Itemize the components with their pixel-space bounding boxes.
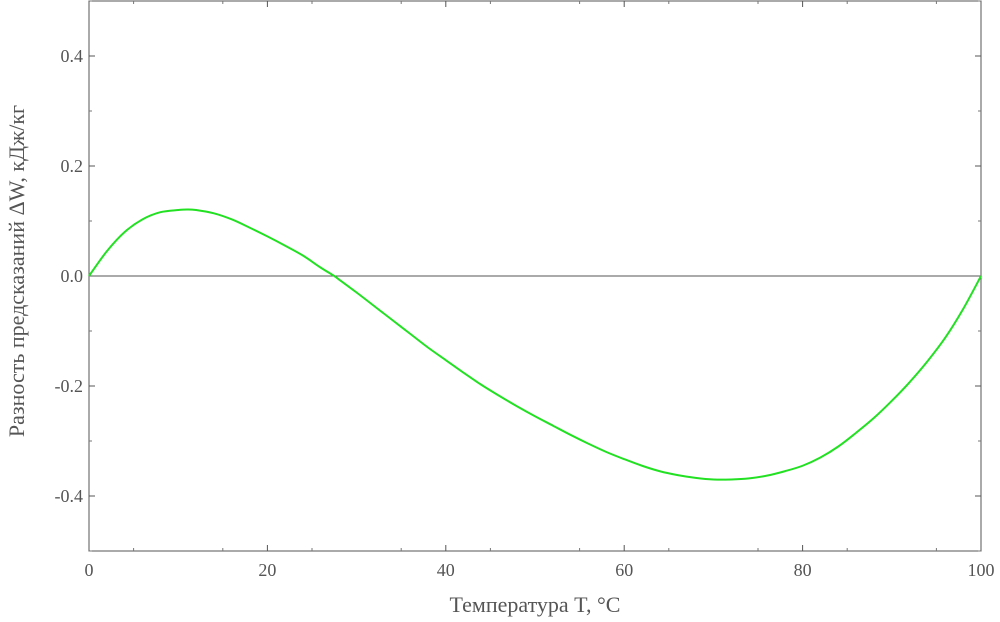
y-tick-label: 0.2 [61,156,84,176]
x-tick-label: 0 [85,560,94,580]
x-tick-label: 60 [615,560,633,580]
tick-labels-layer: 0 20 40 60 80 100 0.4 0.2 0.0 -0.2 -0.4 [55,46,995,580]
x-tick-label: 80 [794,560,812,580]
series-layer [88,208,982,481]
x-axis-title: Температура T, °C [450,592,621,617]
x-tick-label: 20 [258,560,276,580]
y-tick-label: 0.0 [61,266,84,286]
x-tick-label: 40 [437,560,455,580]
series-line [88,208,982,481]
y-tick-label: 0.4 [61,46,84,66]
y-tick-label: -0.2 [55,376,84,396]
y-axis-title: Разность предсказаний ΔW, кДж/кг [4,105,29,437]
y-tick-label: -0.4 [55,486,84,506]
x-tick-label: 100 [968,560,995,580]
